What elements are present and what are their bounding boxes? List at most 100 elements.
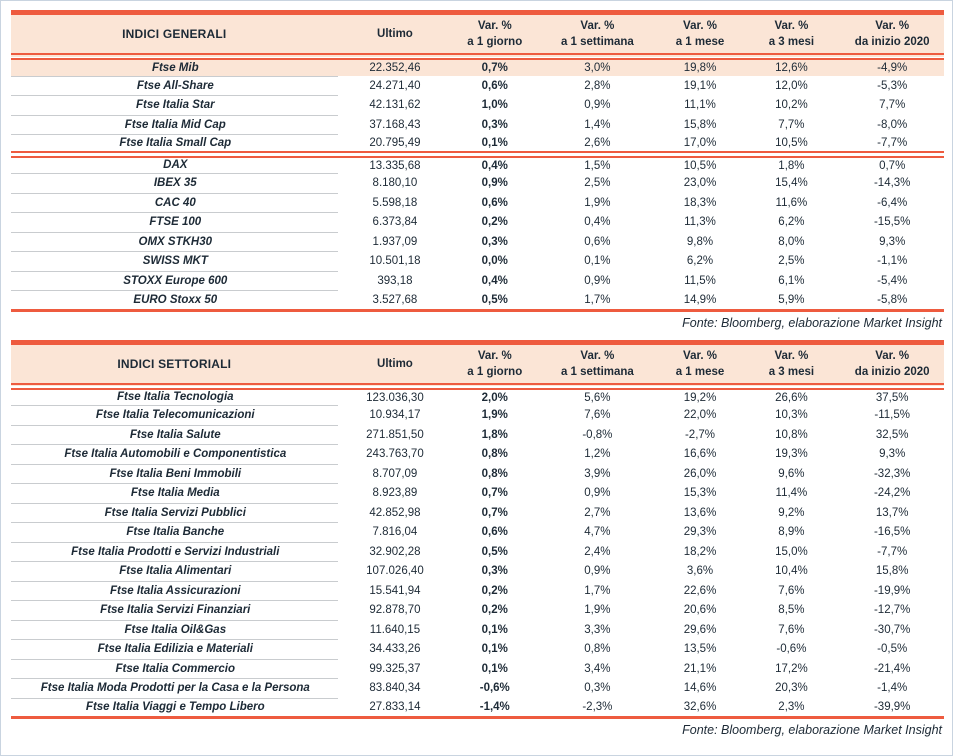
var-value-cell: -7,7% xyxy=(840,134,944,158)
index-name-cell: Ftse Italia Viaggi e Tempo Libero xyxy=(11,698,338,719)
var-value-cell: 0,1% xyxy=(452,134,538,158)
var-value-cell: 18,3% xyxy=(683,196,717,209)
ultimo-value-cell: 83.840,34 xyxy=(369,682,421,695)
var-value-cell: -7,7% xyxy=(877,545,908,558)
table-row: EURO Stoxx 50 3.527,68 0,5% 1,7% 14,9% 5,9% -5… xyxy=(11,290,944,312)
table-row: Ftse Italia Commercio 99.325,37 0,1% 3,4% 21… xyxy=(11,659,944,679)
var-value-cell: 1,9% xyxy=(584,604,611,617)
column-header-var-ytd2020: Var. % da inizio 2020 xyxy=(840,339,944,390)
var-value-cell: -0,5% xyxy=(877,643,908,656)
var-value-cell: 0,4% xyxy=(584,216,611,229)
ultimo-value-cell: 13.335,68 xyxy=(369,159,421,172)
var-value-cell: 0,1% xyxy=(481,623,508,636)
var-value-cell: -2,7% xyxy=(684,428,716,441)
ultimo-value-cell: 92.878,70 xyxy=(369,604,421,617)
var-value-cell: 15,4% xyxy=(775,177,808,190)
index-name-cell: Ftse Italia Banche xyxy=(11,522,338,543)
column-header-var-ytd2020: Var. % da inizio 2020 xyxy=(840,10,944,60)
table-row: Ftse Italia Oil&Gas 11.640,15 0,1% 3,3% 29,6… xyxy=(11,620,944,640)
index-name-cell: Ftse Italia Alimentari xyxy=(11,561,338,582)
table-header: INDICI SETTORIALI Ultimo Var. % a 1 gior… xyxy=(11,339,944,390)
var-value-cell: 0,1% xyxy=(481,643,508,656)
index-name-cell: Ftse Italia Telecomunicazioni xyxy=(11,405,338,426)
index-name-cell: DAX xyxy=(11,154,338,174)
var-value-cell: 12,0% xyxy=(775,79,808,92)
var-value-cell: 18,2% xyxy=(683,545,717,558)
var-value-cell: -14,3% xyxy=(873,177,911,190)
column-header-var-1day: Var. % a 1 giorno xyxy=(452,339,538,390)
index-name-cell: Ftse Italia Media xyxy=(11,483,338,504)
ultimo-value-cell: 123.036,30 xyxy=(366,391,424,404)
var-value-cell: 0,7% xyxy=(481,506,508,519)
var-value-cell: 8,5% xyxy=(778,604,805,617)
ultimo-value-cell: 20.795,49 xyxy=(337,134,453,158)
column-header-var-1week: Var. % a 1 settimana xyxy=(537,10,658,60)
table-row: Ftse Italia Moda Prodotti per la Casa e … xyxy=(11,678,944,699)
var-value-cell: 23,0% xyxy=(683,177,717,190)
var-value-cell: 2,8% xyxy=(584,79,611,92)
var-value-cell: -11,5% xyxy=(874,409,910,422)
column-header-var-3months: Var. % a 3 mesi xyxy=(742,339,841,390)
var-value-cell: 7,6% xyxy=(778,623,805,636)
var-value-cell: 0,9% xyxy=(584,274,611,287)
source-footer: Fonte: Bloomberg, elaborazione Market In… xyxy=(682,315,942,330)
var-value-cell: 15,8% xyxy=(875,565,909,578)
column-header-var-1month: Var. % a 1 mese xyxy=(657,10,743,60)
column-header-var-1month: Var. % a 1 mese xyxy=(657,339,743,390)
var-value-cell: 0,0% xyxy=(481,255,508,268)
var-value-cell: 6,1% xyxy=(778,274,805,287)
index-name-cell: FTSE 100 xyxy=(11,212,338,233)
ultimo-value-cell: 34.433,26 xyxy=(369,643,421,656)
var-value-cell: 0,1% xyxy=(584,255,611,268)
index-name-cell: Ftse Italia Star xyxy=(11,95,338,116)
var-value-cell: -2,3% xyxy=(537,698,658,719)
var-value-cell: 2,0% xyxy=(481,391,508,404)
index-name-cell: Ftse Italia Automobili e Componentistica xyxy=(11,444,338,465)
var-value-cell: 32,6% xyxy=(657,698,743,719)
index-name-cell: Ftse Italia Tecnologia xyxy=(11,386,338,406)
ultimo-value-cell: 6.373,84 xyxy=(372,216,418,229)
var-value-cell: 0,1% xyxy=(481,662,508,675)
var-value-cell: 9,2% xyxy=(778,506,805,519)
var-value-cell: 15,3% xyxy=(683,487,717,500)
var-value-cell: 17,0% xyxy=(657,134,743,158)
table-row: Ftse Italia Viaggi e Tempo Libero 27.833,… xyxy=(11,698,944,719)
index-name-cell: Ftse Italia Moda Prodotti per la Casa e … xyxy=(11,678,338,699)
column-header-ultimo: Ultimo xyxy=(337,10,453,60)
var-value-cell: 10,4% xyxy=(775,565,808,578)
var-value-cell: -39,9% xyxy=(840,698,944,719)
market-indices-report: INDICI GENERALI Ultimo Var. % a 1 giorno… xyxy=(11,10,944,747)
var-value-cell: 20,3% xyxy=(775,682,808,695)
var-value-cell: 11,6% xyxy=(775,196,808,209)
ultimo-value-cell: 10.501,18 xyxy=(369,255,421,268)
index-name-cell: Ftse Italia Prodotti e Servizi Industria… xyxy=(11,542,338,562)
index-name-cell: STOXX Europe 600 xyxy=(11,271,338,291)
ultimo-value-cell: 243.763,70 xyxy=(366,448,424,461)
var-value-cell: 29,3% xyxy=(683,526,717,539)
var-value-cell: 8,9% xyxy=(778,526,805,539)
var-value-cell: 20,6% xyxy=(683,604,717,617)
ultimo-value-cell: 11.640,15 xyxy=(369,623,421,636)
ultimo-value-cell: 393,18 xyxy=(377,274,413,287)
ultimo-value-cell: 99.325,37 xyxy=(369,662,421,675)
var-value-cell: 13,5% xyxy=(683,643,717,656)
table-row: IBEX 35 8.180,10 0,9% 2,5% 23,0% 15,4% -14,3% xyxy=(11,173,944,194)
ultimo-value-cell: 27.833,14 xyxy=(337,698,453,719)
ultimo-value-cell: 3.527,68 xyxy=(337,290,453,312)
table-row: CAC 40 5.598,18 0,6% 1,9% 18,3% 11,6% -6,4% xyxy=(11,193,944,213)
var-value-cell: -0,6% xyxy=(776,643,807,656)
var-value-cell: 0,8% xyxy=(584,643,611,656)
table-row: OMX STKH30 1.937,09 0,3% 0,6% 9,8% 8,0% 9,3% xyxy=(11,232,944,252)
table-row: Ftse Italia Servizi Pubblici 42.852,98 0,7… xyxy=(11,503,944,523)
ultimo-value-cell: 7.816,04 xyxy=(372,526,418,539)
var-value-cell: 0,5% xyxy=(481,545,508,558)
index-name-cell: Ftse Italia Commercio xyxy=(11,659,338,679)
ultimo-value-cell: 10.934,17 xyxy=(369,409,421,422)
var-value-cell: 0,5% xyxy=(452,290,538,312)
ultimo-value-cell: 37.168,43 xyxy=(369,118,421,131)
var-value-cell: 3,0% xyxy=(537,56,658,76)
index-name-cell: EURO Stoxx 50 xyxy=(11,290,338,312)
var-value-cell: -5,4% xyxy=(877,274,908,287)
var-value-cell: 9,6% xyxy=(778,467,805,480)
table-row: Ftse Italia Automobili e Componentistica… xyxy=(11,444,944,465)
